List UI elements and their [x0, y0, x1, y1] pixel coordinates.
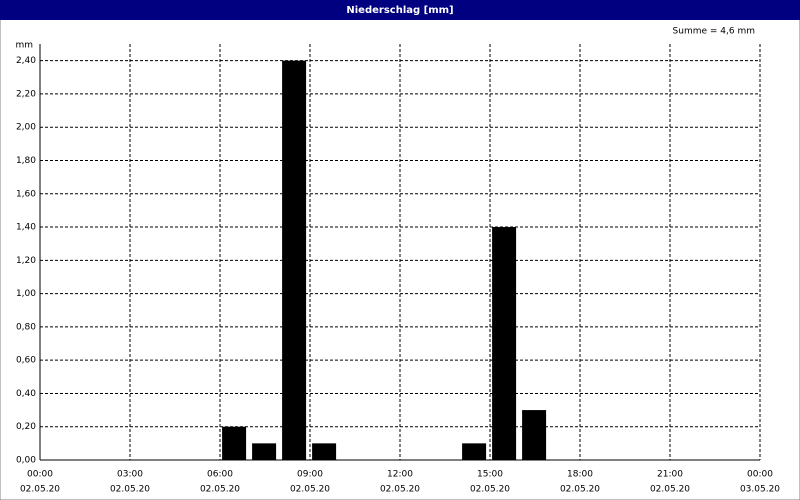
bar [222, 426, 247, 460]
y-tick-label: 1,20 [16, 256, 36, 266]
x-tick-date: 03.05.20 [740, 485, 780, 495]
x-tick-date: 02.05.20 [110, 485, 150, 495]
bar [282, 60, 307, 460]
x-tick-label: 18:00 [567, 470, 593, 480]
x-tick-label: 00:00 [747, 470, 773, 480]
window-title: Niederschlag [mm] [346, 5, 453, 16]
x-tick-date: 02.05.20 [200, 485, 240, 495]
y-tick-label: 0,60 [16, 356, 36, 366]
y-tick-label: 1,00 [16, 289, 36, 299]
x-tick-label: 12:00 [387, 470, 413, 480]
y-tick-label: 2,00 [16, 123, 36, 133]
x-tick-label: 00:00 [27, 470, 53, 480]
x-tick-date: 02.05.20 [560, 485, 600, 495]
y-tick-label: 0,40 [16, 389, 36, 399]
title-bar [0, 0, 800, 20]
y-tick-label: 1,40 [16, 223, 36, 233]
x-tick-label: 03:00 [117, 470, 143, 480]
y-tick-label: 2,40 [16, 56, 36, 66]
x-tick-label: 06:00 [207, 470, 233, 480]
bar [312, 443, 337, 460]
x-tick-label: 15:00 [477, 470, 503, 480]
y-tick-label: 1,60 [16, 189, 36, 199]
x-tick-date: 02.05.20 [290, 485, 330, 495]
y-tick-label: 2,20 [16, 89, 36, 99]
x-tick-date: 02.05.20 [380, 485, 420, 495]
annotation: Summe = 4,6 mm [673, 27, 755, 37]
bar [492, 227, 517, 460]
y-tick-label: 0,80 [16, 322, 36, 332]
x-tick-date: 02.05.20 [470, 485, 510, 495]
bar [522, 410, 547, 460]
bar [252, 443, 277, 460]
y-axis-label: mm [15, 41, 33, 51]
x-tick-label: 21:00 [657, 470, 683, 480]
x-tick-date: 02.05.20 [650, 485, 690, 495]
y-tick-label: 0,00 [16, 456, 36, 466]
x-tick-date: 02.05.20 [20, 485, 60, 495]
y-tick-label: 0,20 [16, 422, 36, 432]
y-tick-label: 1,80 [16, 156, 36, 166]
x-tick-label: 09:00 [297, 470, 323, 480]
bar [462, 443, 487, 460]
